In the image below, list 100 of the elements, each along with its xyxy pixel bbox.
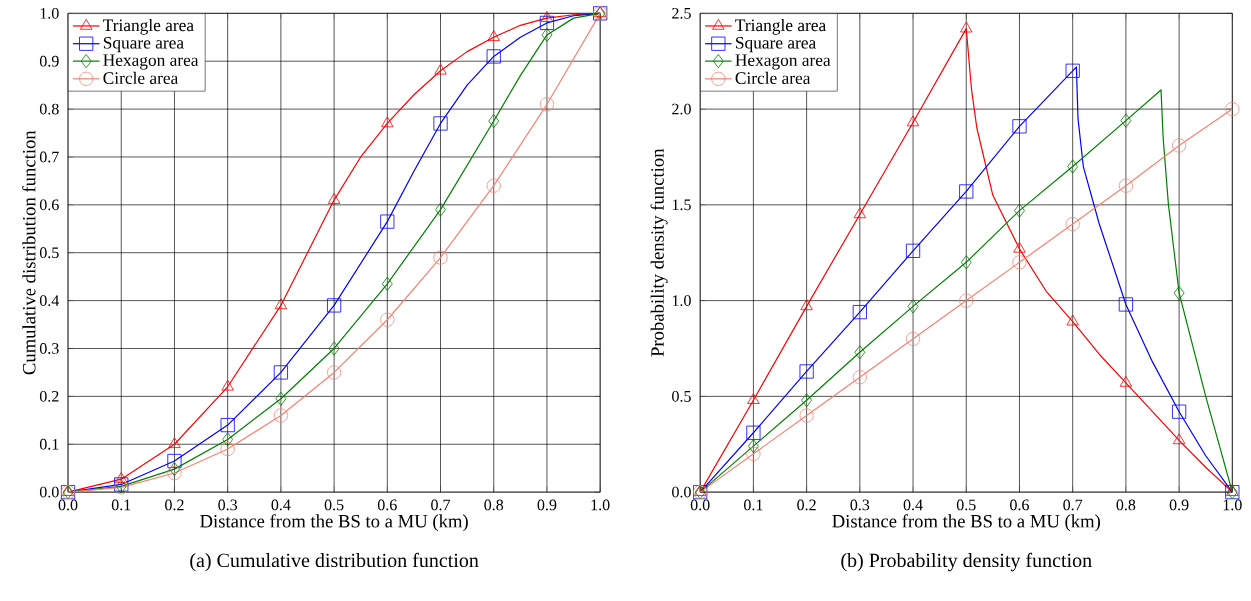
- point: [1067, 159, 1079, 174]
- point: [746, 446, 761, 461]
- point: [1118, 297, 1133, 312]
- point: [905, 243, 921, 258]
- point: [486, 178, 501, 193]
- point: [273, 408, 288, 423]
- point: [273, 365, 288, 380]
- x-tick-label: 0.0: [58, 499, 78, 511]
- point: [1066, 314, 1079, 326]
- x-tick-label: 0.5: [956, 499, 976, 511]
- point: [905, 331, 921, 346]
- point: [380, 312, 395, 327]
- point: [221, 379, 234, 391]
- y-tick-label: 0.1: [39, 438, 59, 450]
- point: [539, 15, 555, 30]
- y-tick-label: 0.0: [39, 486, 59, 498]
- text: (b) Probability density function: [841, 552, 1092, 572]
- point: [852, 304, 867, 319]
- point: [220, 441, 235, 456]
- x-tick-label: 0.8: [1116, 499, 1136, 511]
- y-tick-label: 0.3: [39, 342, 59, 354]
- y-tick-label: 2.5: [672, 7, 691, 19]
- x-tick-label: 0.6: [1010, 499, 1029, 511]
- point: [168, 436, 181, 448]
- point: [434, 63, 447, 75]
- point: [854, 345, 866, 360]
- point: [540, 10, 554, 22]
- point: [1014, 203, 1025, 218]
- point: [853, 207, 867, 218]
- point: [1012, 255, 1027, 270]
- point: [746, 425, 761, 440]
- y-axis-title: Probability density function: [650, 148, 668, 357]
- y-tick-label: 0.6: [39, 199, 59, 211]
- point: [1172, 404, 1187, 419]
- y-tick-label: 0.5: [672, 390, 691, 402]
- point: [222, 432, 234, 447]
- point: [115, 471, 128, 483]
- point: [539, 97, 555, 112]
- point: [747, 392, 760, 404]
- legend-label: Circle area: [103, 71, 179, 84]
- y-tick-label: 0.0: [672, 486, 691, 498]
- point: [1119, 375, 1133, 387]
- legend-label: Circle area: [735, 71, 811, 84]
- x-tick-label: 1.0: [591, 499, 610, 511]
- point: [907, 299, 919, 314]
- point: [906, 115, 920, 126]
- point: [487, 29, 500, 41]
- legend-label: Square area: [103, 36, 184, 52]
- y-tick-label: 1.5: [672, 199, 691, 211]
- y-tick-label: 0.4: [39, 294, 60, 306]
- legend-label: Triangle area: [103, 18, 194, 35]
- x-tick-label: 0.7: [1063, 499, 1083, 511]
- point: [800, 299, 813, 310]
- x-axis-title: Distance from the BS to a MU (km): [832, 513, 1101, 532]
- point: [1065, 216, 1080, 231]
- point: [1225, 101, 1240, 116]
- point: [274, 298, 288, 309]
- point: [1172, 138, 1187, 153]
- point: [488, 113, 500, 128]
- x-axis-title: Distance from the BS to a MU (km): [200, 513, 468, 532]
- x-tick-label: 0.1: [111, 499, 131, 511]
- legend-label: Square area: [736, 36, 816, 52]
- x-tick-label: 1.0: [1223, 499, 1242, 511]
- point: [1118, 178, 1133, 193]
- point: [852, 369, 867, 385]
- x-tick-label: 0.9: [537, 499, 557, 511]
- point: [381, 276, 393, 291]
- x-tick-label: 0.7: [431, 499, 451, 511]
- y-tick-label: 0.7: [39, 151, 59, 163]
- point: [1173, 285, 1185, 300]
- x-tick-label: 0.2: [165, 499, 184, 511]
- point: [1120, 113, 1132, 128]
- x-tick-label: 0.8: [484, 499, 504, 511]
- point: [1013, 241, 1026, 253]
- y-tick-label: 1.0: [672, 294, 691, 306]
- point: [748, 438, 759, 453]
- y-tick-label: 1.0: [40, 7, 59, 19]
- point: [167, 453, 182, 468]
- x-tick-label: 0.9: [1169, 499, 1189, 511]
- x-tick-label: 0.4: [271, 499, 291, 511]
- y-tick-label: 0.5: [39, 247, 59, 258]
- point: [959, 184, 974, 199]
- point: [1172, 433, 1186, 444]
- point: [799, 408, 814, 423]
- x-tick-label: 0.4: [903, 499, 923, 511]
- y-tick-label: 0.2: [39, 390, 59, 402]
- point: [220, 417, 235, 432]
- x-tick-label: 0.1: [744, 499, 763, 511]
- point: [959, 293, 974, 308]
- point: [960, 21, 973, 33]
- point: [380, 214, 395, 229]
- text: (a) Cumulative distribution function: [190, 552, 479, 571]
- point: [167, 465, 182, 480]
- point: [327, 192, 341, 204]
- point: [328, 341, 340, 356]
- y-tick-label: 0.9: [39, 55, 59, 67]
- point: [1012, 119, 1027, 134]
- point: [801, 392, 813, 408]
- y-axis-title: Cumulative distribution function: [22, 130, 36, 375]
- point: [327, 298, 342, 313]
